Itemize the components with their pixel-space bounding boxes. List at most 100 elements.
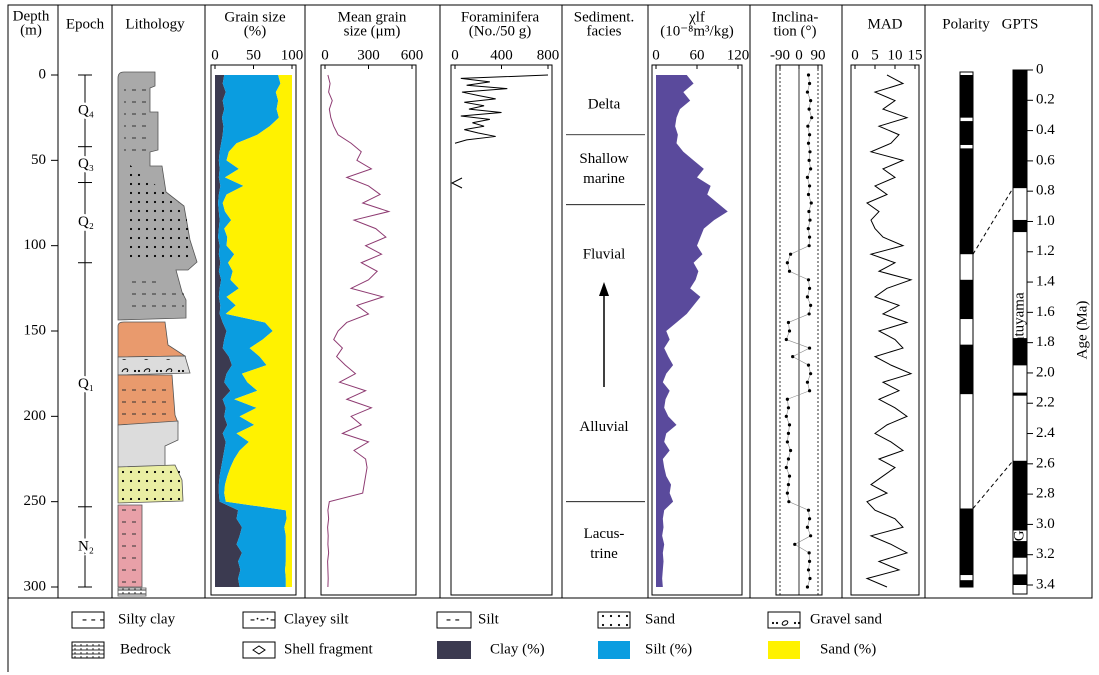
panel-title: Mean grain	[338, 9, 407, 25]
point	[806, 73, 811, 77]
normal-interval	[960, 508, 973, 576]
x-tick-label: 0	[451, 47, 459, 63]
point	[809, 201, 813, 205]
legend-swatch	[71, 641, 105, 659]
y-tick-label: 2.6	[1036, 455, 1055, 471]
correlation-line	[972, 187, 1014, 255]
point	[808, 576, 812, 581]
panel-frame	[320, 64, 417, 596]
point	[785, 491, 789, 495]
legend-symbol: - - -	[82, 611, 105, 627]
point	[784, 337, 788, 342]
point	[807, 107, 811, 111]
panel-title: (%)	[244, 23, 267, 39]
legend-label: Silt	[478, 611, 500, 627]
point	[808, 150, 812, 154]
x-tick-label: 120	[727, 47, 750, 63]
column-title: facies	[587, 23, 622, 39]
x-tick-label: 50	[246, 47, 261, 63]
facies-label: Alluvial	[579, 419, 628, 435]
facies-arrowhead	[599, 282, 609, 296]
y-tick-label: 2.2	[1036, 395, 1055, 411]
point	[808, 218, 812, 222]
legend-symbol: - -	[446, 611, 460, 627]
y-tick-label: 3.2	[1036, 546, 1055, 562]
normal-interval	[1013, 460, 1027, 531]
x-tick-label: 15	[908, 47, 923, 63]
x-tick-label: 90	[811, 47, 826, 63]
area	[656, 75, 728, 587]
y-tick-label: 1.8	[1036, 334, 1055, 350]
point	[806, 568, 811, 572]
facies-label: Lacus-	[584, 526, 625, 542]
point	[807, 559, 812, 564]
panel-frame	[850, 64, 920, 596]
x-tick-label: 60	[690, 47, 705, 63]
point	[807, 517, 812, 521]
point	[807, 389, 812, 393]
point	[807, 235, 812, 239]
x-tick-label: 0	[211, 47, 219, 63]
point	[784, 414, 788, 418]
normal-interval	[1013, 219, 1027, 233]
point	[809, 99, 813, 103]
legend-label: Sand	[645, 611, 676, 627]
x-tick-label: -90	[770, 47, 790, 63]
x-tick-label: 100	[281, 47, 304, 63]
legend-swatch	[598, 641, 630, 659]
y-tick-label: 1.2	[1036, 243, 1055, 259]
lithology-column	[117, 71, 198, 597]
legend-symbol	[252, 645, 266, 655]
legend-swatch	[242, 641, 276, 659]
y-tick-label: 200	[24, 408, 47, 424]
point	[785, 261, 789, 265]
y-tick-label: 0	[39, 66, 47, 82]
panel-title: (No./50 g)	[469, 23, 532, 39]
panel-title: tion (°)	[773, 23, 816, 39]
column-separators	[57, 5, 926, 598]
point	[786, 431, 791, 435]
point	[807, 133, 812, 137]
y-tick-label: 0.8	[1036, 183, 1055, 199]
line	[327, 74, 391, 588]
legend: - - - Silty clay -·-·- Clayey silt - - S…	[71, 611, 883, 659]
x-tick-label: 5	[871, 47, 879, 63]
point	[810, 116, 814, 120]
point	[805, 295, 810, 299]
x-tick-label: 800	[537, 47, 560, 63]
y-tick-label: 2.0	[1036, 364, 1055, 380]
area	[215, 75, 242, 587]
chron-label: Gauss	[1011, 504, 1027, 541]
point	[788, 252, 793, 256]
point	[785, 397, 789, 401]
subchron-label: O	[961, 361, 972, 377]
subchron-label: O	[1015, 343, 1026, 359]
point	[807, 81, 812, 86]
legend-label: Gravel sand	[810, 611, 883, 627]
normal-interval	[960, 121, 973, 145]
point	[805, 90, 810, 94]
chron-label: Matuyama	[1011, 292, 1027, 356]
y-tick-label: 1.4	[1036, 273, 1055, 289]
normal-interval	[960, 580, 973, 587]
point	[786, 320, 791, 325]
point	[787, 423, 792, 427]
normal-interval	[960, 344, 973, 395]
point	[807, 158, 811, 162]
point	[807, 346, 812, 350]
legend-swatch	[242, 611, 276, 629]
correlation-line	[972, 460, 1014, 509]
panel-frame	[450, 64, 553, 596]
point	[805, 585, 810, 589]
point	[809, 372, 813, 376]
point	[786, 406, 791, 410]
x-tick-label: 0	[321, 47, 329, 63]
point	[806, 141, 811, 145]
point	[805, 380, 810, 384]
point	[807, 286, 812, 290]
legend-swatch	[597, 611, 631, 629]
legend-symbol: -·-·-	[250, 611, 275, 627]
legend-swatch	[71, 611, 105, 629]
subchron-label: J	[964, 291, 970, 307]
